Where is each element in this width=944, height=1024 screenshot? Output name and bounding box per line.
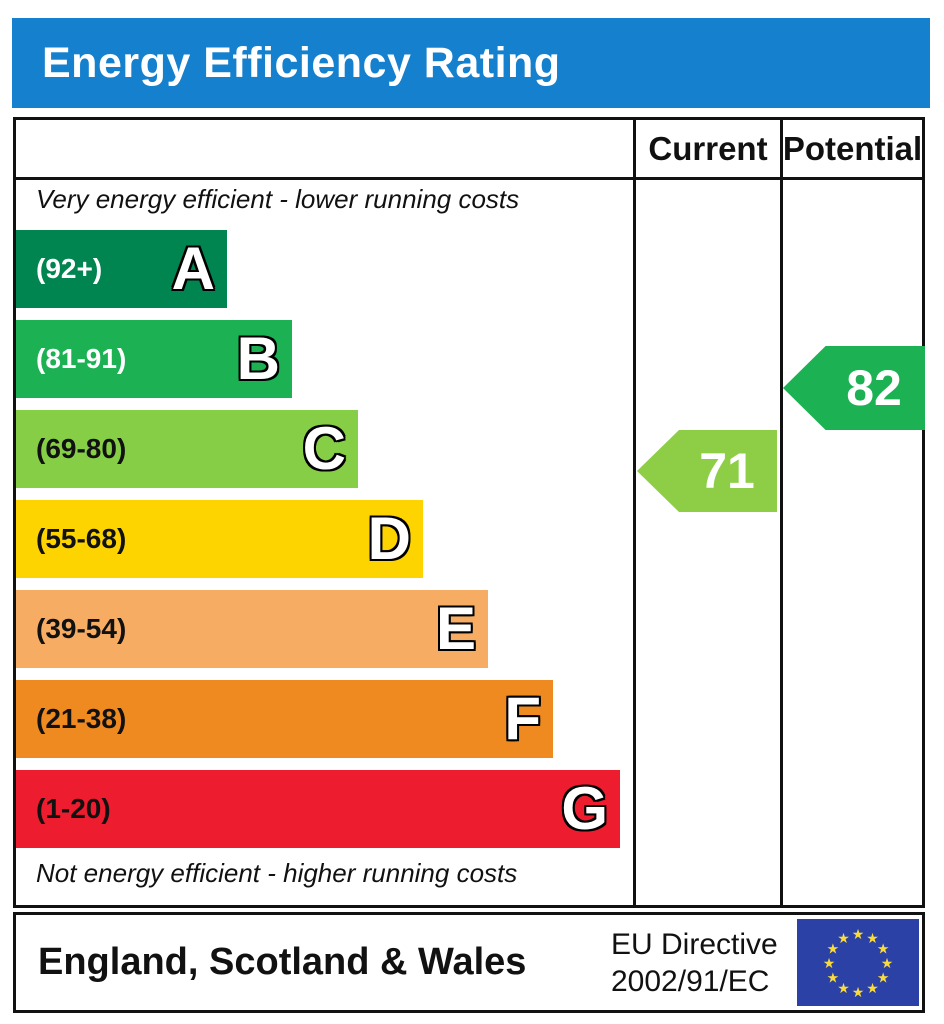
potential-rating-value: 82: [846, 360, 902, 416]
potential-rating-arrow: 82: [783, 346, 925, 430]
bottom-note: Not energy efficient - higher running co…: [36, 858, 518, 888]
svg-text:★: ★: [852, 985, 865, 1001]
band-a-letter: A: [171, 235, 215, 302]
svg-text:★: ★: [881, 956, 894, 972]
page-title: Energy Efficiency Rating: [42, 38, 561, 87]
footer: England, Scotland & Wales EU Directive 2…: [13, 912, 925, 1013]
svg-text:★: ★: [866, 981, 879, 997]
footer-region-label: England, Scotland & Wales: [38, 941, 527, 983]
top-note: Very energy efficient - lower running co…: [36, 184, 520, 214]
band-g-letter: G: [561, 775, 608, 842]
column-divider-current: [633, 120, 636, 905]
svg-text:★: ★: [877, 942, 890, 958]
eu-directive-line2: 2002/91/EC: [611, 964, 770, 998]
svg-text:★: ★: [837, 981, 850, 997]
band-g: (1-20) G: [16, 770, 620, 848]
band-a: (92+) A: [16, 230, 227, 308]
svg-text:★: ★: [827, 971, 840, 987]
svg-text:★: ★: [877, 971, 890, 987]
svg-text:★: ★: [852, 927, 865, 943]
band-e-letter: E: [435, 595, 476, 662]
band-f-letter: F: [504, 685, 541, 752]
band-e: (39-54) E: [16, 590, 488, 668]
svg-text:★: ★: [837, 931, 850, 947]
band-f-range: (21-38): [36, 703, 127, 734]
rating-table: Current Potential Very energy efficient …: [13, 117, 925, 908]
band-c-letter: C: [302, 415, 346, 482]
band-d: (55-68) D: [16, 500, 423, 578]
current-rating-value: 71: [699, 443, 755, 499]
eu-directive-line1: EU Directive: [611, 927, 778, 961]
band-a-range: (92+): [36, 253, 103, 284]
current-rating-arrow: 71: [637, 430, 777, 512]
band-b-letter: B: [236, 325, 280, 392]
band-g-range: (1-20): [36, 793, 111, 824]
svg-text:★: ★: [827, 942, 840, 958]
header-row-divider: [16, 177, 922, 180]
eu-flag-stars: ★ ★ ★ ★ ★ ★ ★ ★ ★ ★ ★ ★: [823, 927, 894, 1001]
column-header-current: Current: [648, 129, 768, 167]
band-b-range: (81-91): [36, 343, 127, 374]
band-c: (69-80) C: [16, 410, 358, 488]
title-bar: Energy Efficiency Rating: [12, 18, 930, 108]
band-d-letter: D: [367, 505, 411, 572]
band-e-range: (39-54): [36, 613, 127, 644]
band-b: (81-91) B: [16, 320, 292, 398]
eu-directive-label: EU Directive 2002/91/EC: [611, 915, 778, 1010]
eu-flag-icon: ★ ★ ★ ★ ★ ★ ★ ★ ★ ★ ★ ★: [797, 919, 919, 1006]
svg-text:★: ★: [823, 956, 836, 972]
svg-text:★: ★: [866, 931, 879, 947]
band-f: (21-38) F: [16, 680, 553, 758]
column-divider-potential: [780, 120, 783, 905]
column-header-potential: Potential: [782, 129, 923, 167]
band-d-range: (55-68): [36, 523, 127, 554]
band-c-range: (69-80): [36, 433, 127, 464]
